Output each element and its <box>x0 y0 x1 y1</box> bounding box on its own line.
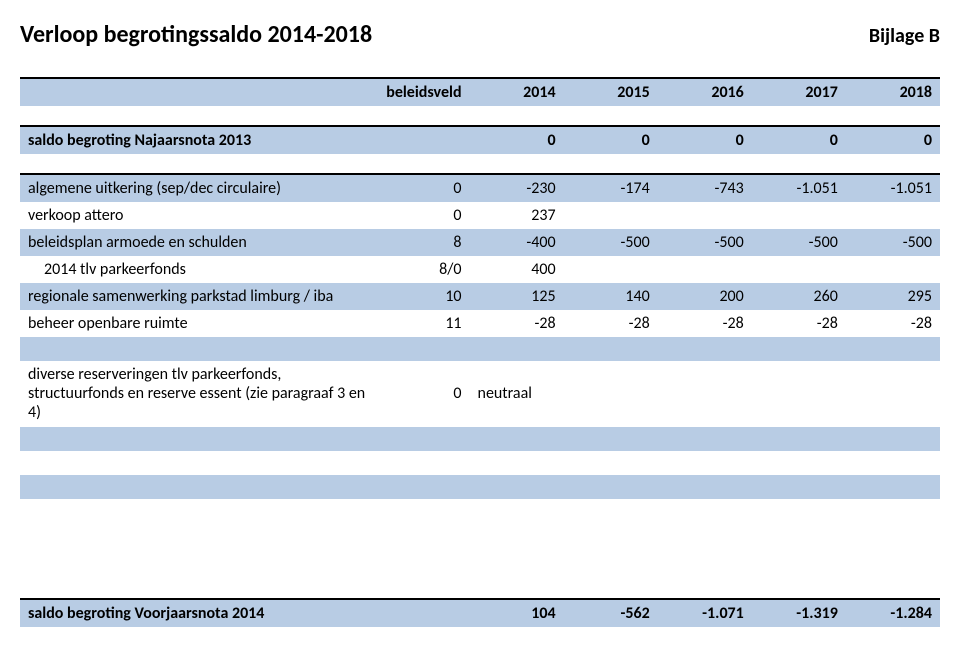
cell-2015: 0 <box>564 126 658 154</box>
page-bijlage: Bijlage B <box>869 24 940 48</box>
cell-bv: 11 <box>375 310 469 337</box>
hdr-empty <box>20 78 375 106</box>
cell-label: saldo begroting Najaarsnota 2013 <box>20 126 375 154</box>
empty-row <box>20 451 940 475</box>
hdr-2018: 2018 <box>846 78 940 106</box>
cell-label: verkoop attero <box>20 202 375 229</box>
cell-2018: -1.284 <box>846 599 940 627</box>
cell-2017 <box>752 256 846 283</box>
spacer <box>20 106 940 126</box>
cell-2014: -230 <box>470 174 564 202</box>
cell-label: 2014 tlv parkeerfonds <box>20 256 375 283</box>
cell-2015: -28 <box>564 310 658 337</box>
cell-2017: 0 <box>752 126 846 154</box>
cell-bv: 8 <box>375 229 469 256</box>
cell-2014: neutraal <box>470 361 564 427</box>
cell-bv: 8/0 <box>375 256 469 283</box>
hdr-beleidsveld: beleidsveld <box>375 78 469 106</box>
hdr-2015: 2015 <box>564 78 658 106</box>
row-parkeerfonds: 2014 tlv parkeerfonds 8/0 400 <box>20 256 940 283</box>
cell-2015: 140 <box>564 283 658 310</box>
cell-2016: -1.071 <box>658 599 752 627</box>
cell-bv <box>375 126 469 154</box>
cell-label: algemene uitkering (sep/dec circulaire) <box>20 174 375 202</box>
row-openbare: beheer openbare ruimte 11 -28 -28 -28 -2… <box>20 310 940 337</box>
hdr-2016: 2016 <box>658 78 752 106</box>
cell-2016: -28 <box>658 310 752 337</box>
cell-label: beheer openbare ruimte <box>20 310 375 337</box>
cell-bv: 0 <box>375 174 469 202</box>
cell-label: saldo begroting Voorjaarsnota 2014 <box>20 599 375 627</box>
cell-2014: 125 <box>470 283 564 310</box>
cell-2015: -174 <box>564 174 658 202</box>
cell-2014: 400 <box>470 256 564 283</box>
cell-2018: -500 <box>846 229 940 256</box>
cell-2016: -500 <box>658 229 752 256</box>
cell-2014: 104 <box>470 599 564 627</box>
hdr-2014: 2014 <box>470 78 564 106</box>
cell-2015: -500 <box>564 229 658 256</box>
cell-2018: -1.051 <box>846 174 940 202</box>
cell-2016 <box>658 202 752 229</box>
budget-table: beleidsveld 2014 2015 2016 2017 2018 sal… <box>20 77 940 627</box>
cell-2015 <box>564 361 658 427</box>
empty-row <box>20 475 940 499</box>
cell-label: beleidsplan armoede en schulden <box>20 229 375 256</box>
cell-2018 <box>846 361 940 427</box>
cell-2014: 0 <box>470 126 564 154</box>
cell-bv: 0 <box>375 361 469 427</box>
cell-2018: -28 <box>846 310 940 337</box>
row-samenwerking: regionale samenwerking parkstad limburg … <box>20 283 940 310</box>
cell-2016: 200 <box>658 283 752 310</box>
row-saldo-najaar: saldo begroting Najaarsnota 2013 0 0 0 0… <box>20 126 940 154</box>
empty-row <box>20 427 940 451</box>
cell-2017 <box>752 361 846 427</box>
cell-bv <box>375 599 469 627</box>
cell-2018: 295 <box>846 283 940 310</box>
cell-2017: -500 <box>752 229 846 256</box>
cell-2017: -1.051 <box>752 174 846 202</box>
page-title: Verloop begrotingssaldo 2014-2018 <box>20 20 372 49</box>
cell-2016: -743 <box>658 174 752 202</box>
spacer <box>20 499 940 599</box>
cell-2017: 260 <box>752 283 846 310</box>
cell-2015: -562 <box>564 599 658 627</box>
cell-label: regionale samenwerking parkstad limburg … <box>20 283 375 310</box>
row-diverse: diverse reserveringen tlv parkeerfonds, … <box>20 361 940 427</box>
cell-label: diverse reserveringen tlv parkeerfonds, … <box>20 361 375 427</box>
cell-2016: 0 <box>658 126 752 154</box>
row-armoede: beleidsplan armoede en schulden 8 -400 -… <box>20 229 940 256</box>
table-header-row: beleidsveld 2014 2015 2016 2017 2018 <box>20 78 940 106</box>
page-header: Verloop begrotingssaldo 2014-2018 Bijlag… <box>20 20 940 49</box>
cell-2015 <box>564 202 658 229</box>
cell-2017 <box>752 202 846 229</box>
cell-2016 <box>658 361 752 427</box>
row-footer: saldo begroting Voorjaarsnota 2014 104 -… <box>20 599 940 627</box>
cell-2017: -1.319 <box>752 599 846 627</box>
cell-2014: -28 <box>470 310 564 337</box>
spacer <box>20 154 940 174</box>
cell-2018: 0 <box>846 126 940 154</box>
cell-bv: 0 <box>375 202 469 229</box>
empty-row <box>20 337 940 361</box>
cell-2018 <box>846 202 940 229</box>
cell-2014: 237 <box>470 202 564 229</box>
cell-2014: -400 <box>470 229 564 256</box>
row-attero: verkoop attero 0 237 <box>20 202 940 229</box>
cell-2017: -28 <box>752 310 846 337</box>
hdr-2017: 2017 <box>752 78 846 106</box>
cell-bv: 10 <box>375 283 469 310</box>
cell-2015 <box>564 256 658 283</box>
cell-2016 <box>658 256 752 283</box>
row-uitkering: algemene uitkering (sep/dec circulaire) … <box>20 174 940 202</box>
cell-2018 <box>846 256 940 283</box>
